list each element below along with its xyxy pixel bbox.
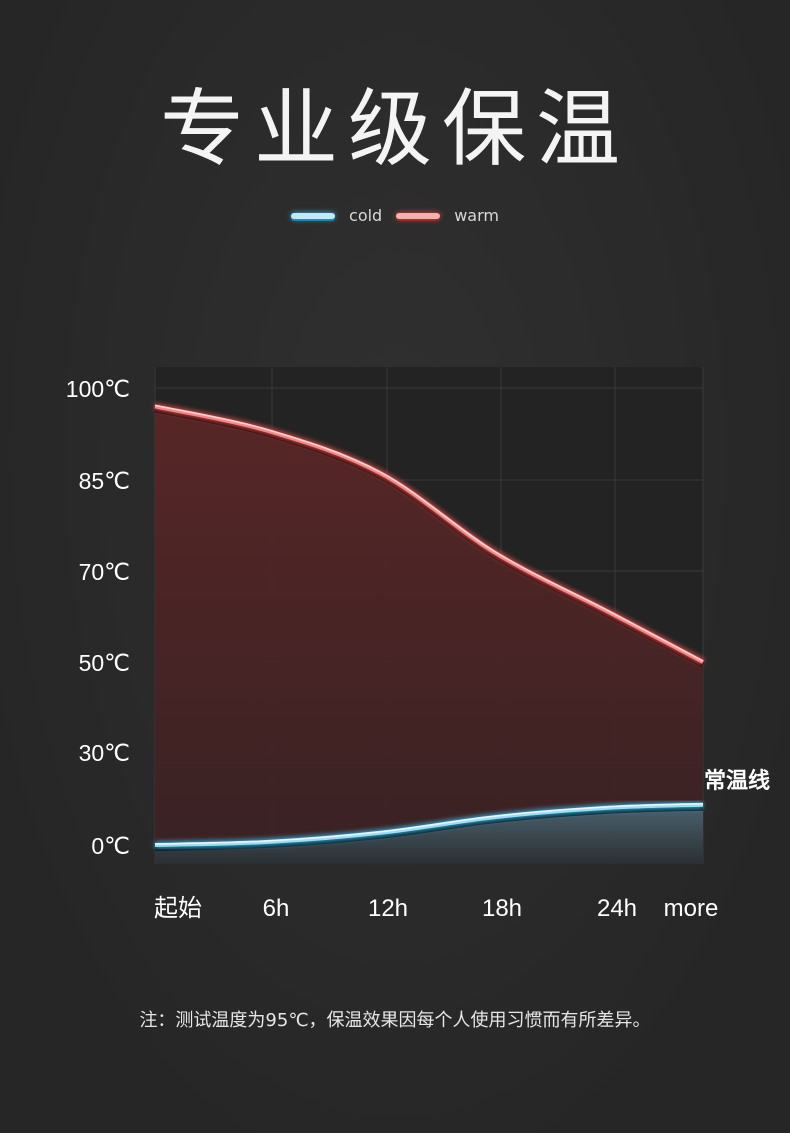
x-tick-label: 18h	[482, 895, 522, 922]
x-axis-ticks: 起始 6h 12h 18h 24h more	[154, 895, 718, 922]
legend-warm-label: warm	[454, 206, 499, 225]
x-tick-label: 起始	[154, 895, 202, 922]
y-tick-label: 0℃	[91, 833, 130, 859]
legend-cold: cold	[291, 206, 382, 225]
x-tick-label: more	[664, 895, 719, 922]
legend-warm: warm	[396, 206, 499, 225]
x-tick-label: 6h	[263, 895, 290, 922]
y-tick-label: 70℃	[79, 559, 130, 585]
chart-legend: cold warm	[0, 206, 790, 225]
page-title: 专业级保温	[159, 80, 630, 178]
line-cold-highlight	[154, 802, 704, 845]
chart-areas	[155, 406, 703, 864]
area-warm	[155, 406, 703, 864]
line-cold	[154, 802, 704, 847]
legend-warm-swatch	[396, 212, 441, 219]
legend-cold-swatch	[291, 212, 336, 219]
y-tick-label: 50℃	[79, 650, 130, 676]
area-cold	[155, 804, 703, 864]
line-warm-highlight	[154, 404, 704, 662]
y-tick-label: 100℃	[66, 376, 130, 402]
footnote: 注：测试温度为95℃，保温效果因每个人使用习惯而有所差异。	[139, 1010, 651, 1031]
chart-lines	[154, 402, 705, 851]
line-warm	[154, 404, 704, 664]
baseline-label: 常温线	[704, 768, 770, 794]
x-tick-label: 12h	[368, 895, 408, 922]
y-axis-ticks: 100℃ 85℃ 70℃ 50℃ 30℃ 0℃	[66, 376, 130, 859]
x-tick-label: 24h	[597, 895, 637, 922]
legend-cold-label: cold	[349, 206, 383, 225]
y-tick-label: 30℃	[79, 740, 130, 766]
y-tick-label: 85℃	[79, 468, 130, 494]
